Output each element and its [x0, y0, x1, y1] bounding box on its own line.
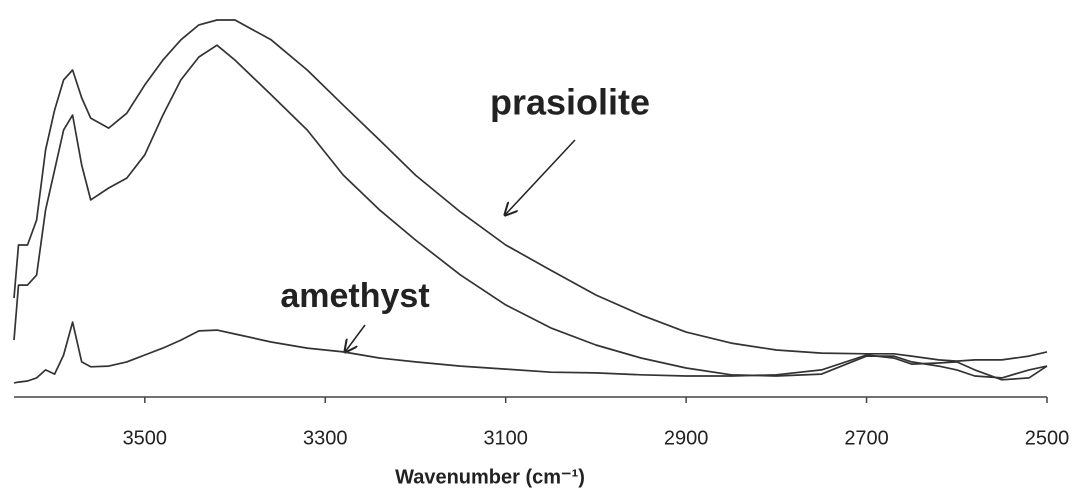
x-tick-label: 3100 [483, 427, 528, 449]
spectrum-line [13, 19, 1048, 362]
x-tick-label: 2500 [1025, 427, 1070, 449]
spectrum-line [13, 44, 1048, 379]
x-tick-label: 2700 [844, 427, 889, 449]
annotation: prasiolite [490, 82, 650, 123]
x-tick-label: 2900 [664, 427, 709, 449]
spectrum-line [13, 321, 1048, 384]
x-axis-label: Wavenumber (cm⁻¹) [395, 466, 585, 488]
x-tick-label: 3500 [123, 427, 168, 449]
annotation-arrow [345, 324, 366, 352]
annotation: amethyst [280, 277, 429, 315]
annotation-arrow [505, 139, 576, 215]
x-tick-label: 3300 [303, 427, 348, 449]
